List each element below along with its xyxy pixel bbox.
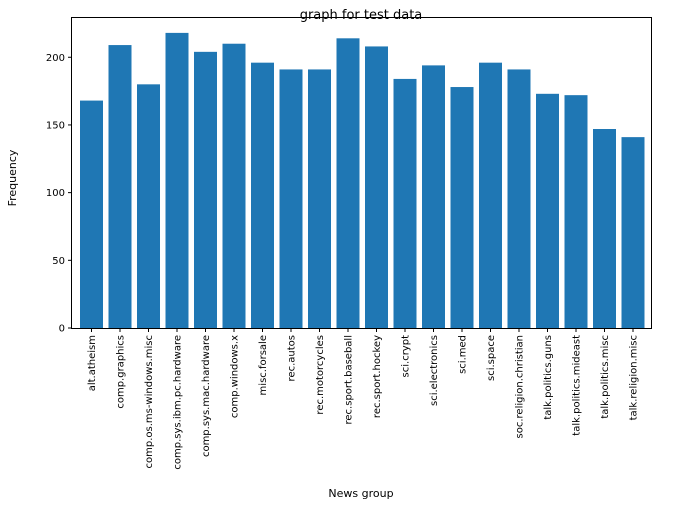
bar-comp-os-ms-windows-misc <box>137 84 160 328</box>
bar-talk-politics-misc <box>593 129 616 328</box>
x-tick-label: sci.med <box>458 335 469 374</box>
bar-talk-politics-mideast <box>564 95 588 328</box>
y-tick-label: 200 <box>46 53 65 64</box>
bar-alt-atheism <box>80 100 103 328</box>
x-tick-label: talk.religion.misc <box>629 335 640 420</box>
bar-comp-windows-x <box>222 43 246 328</box>
x-tick-label: rec.autos <box>287 335 298 381</box>
bars-group <box>80 32 645 329</box>
bar-sci-crypt <box>393 78 417 328</box>
x-tick-label: comp.os.ms-windows.misc <box>144 335 155 469</box>
x-axis-label: News group <box>328 487 393 500</box>
chart-title: graph for test data <box>300 8 423 23</box>
bar-comp-sys-mac-hardware <box>194 51 217 329</box>
bar-misc-forsale <box>251 62 274 329</box>
y-tick-label: 100 <box>46 188 65 199</box>
x-tick-label: talk.politics.mideast <box>572 335 583 436</box>
bar-soc-religion-christian <box>507 69 531 328</box>
y-axis-label: Frequency <box>6 149 19 206</box>
bar-comp-graphics <box>108 45 132 328</box>
x-tick-label: comp.graphics <box>116 335 127 409</box>
x-tick-label: talk.politics.misc <box>600 335 611 419</box>
bar-talk-religion-misc <box>621 137 645 328</box>
bar-sci-med <box>450 87 474 328</box>
x-tick-label: alt.atheism <box>87 335 98 391</box>
y-tick-label: 0 <box>59 324 65 335</box>
y-ticks-group: 0 50 100 150 200 <box>46 53 72 335</box>
bar-rec-sport-hockey <box>365 46 388 329</box>
x-tick-label: talk.politics.guns <box>543 335 554 420</box>
x-tick-label: rec.motorcycles <box>315 335 326 415</box>
bar-comp-sys-ibm-pc-hardware <box>165 32 189 328</box>
bar-rec-motorcycles <box>308 69 331 328</box>
x-tick-label: sci.space <box>486 335 497 381</box>
x-tick-label: comp.windows.x <box>230 335 241 418</box>
x-tick-label: soc.religion.christian <box>515 335 526 438</box>
bar-sci-electronics <box>422 65 445 328</box>
x-tick-label: sci.electronics <box>429 335 440 406</box>
x-tick-label: rec.sport.hockey <box>372 335 383 418</box>
x-tick-label: sci.crypt <box>401 335 412 378</box>
x-tick-label: comp.sys.ibm.pc.hardware <box>173 335 184 470</box>
bar-talk-politics-guns <box>536 93 559 328</box>
bar-rec-sport-baseball <box>336 38 360 329</box>
y-tick-label: 50 <box>52 256 65 267</box>
bar-sci-space <box>479 62 502 329</box>
bar-rec-autos <box>279 69 303 328</box>
x-tick-label: rec.sport.baseball <box>344 335 355 424</box>
x-tick-label: misc.forsale <box>258 335 269 395</box>
axes-group <box>71 17 652 329</box>
x-tick-label: comp.sys.mac.hardware <box>201 335 212 457</box>
y-tick-label: 150 <box>46 120 65 131</box>
plot-frame <box>71 17 652 329</box>
x-ticks-group: alt.atheism comp.graphics comp.os.ms-windo… <box>87 328 640 470</box>
